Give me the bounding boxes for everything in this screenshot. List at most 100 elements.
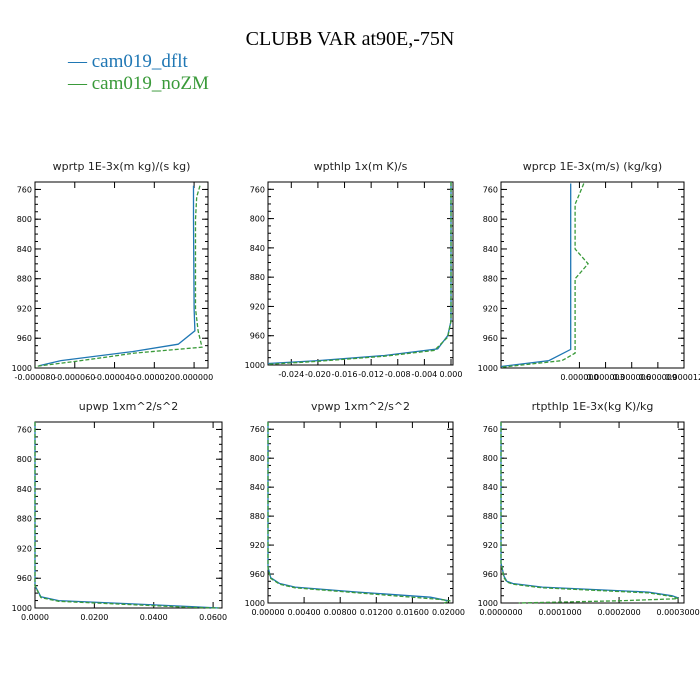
x-tick-label: 0.01600: [396, 608, 429, 617]
x-tick-label: 0.000000: [560, 373, 598, 382]
y-tick-label: 800: [250, 215, 265, 224]
y-tick-label: 920: [483, 304, 498, 313]
y-tick-label: 1000: [12, 604, 32, 613]
y-tick-label: 880: [17, 275, 32, 284]
legend-label-dflt: cam019_dflt: [91, 51, 188, 72]
x-tick-label: 0.000003: [586, 373, 624, 382]
y-tick-label: 840: [17, 485, 32, 494]
y-tick-label: 760: [483, 425, 498, 434]
x-tick-label: -0.000080: [14, 373, 55, 382]
y-tick-label: 1000: [478, 599, 498, 608]
y-tick-label: 840: [17, 245, 32, 254]
series-line-dflt: [38, 185, 196, 367]
x-tick-label: 0.0400: [140, 613, 168, 622]
y-tick-label: 960: [250, 332, 265, 341]
plot-frame: [500, 421, 685, 604]
y-tick-label: 1000: [245, 599, 265, 608]
y-tick-label: 960: [17, 574, 32, 583]
chart-panel-4: upwp 1xm^2/s^2 760 800 840 880 920 960 10000.00…: [12, 400, 227, 622]
plot-frame: [500, 181, 685, 369]
y-tick-label: 800: [483, 215, 498, 224]
legend: — cam019_dflt — cam019_noZM: [68, 51, 209, 95]
y-tick-label: 760: [17, 185, 32, 194]
y-tick-label: 800: [250, 454, 265, 463]
y-tick-label: 960: [483, 570, 498, 579]
plot-frame: [34, 181, 209, 369]
legend-item-nozm: — cam019_noZM: [68, 73, 209, 95]
x-tick-label: 0.0003000: [656, 608, 699, 617]
legend-swatch-nozm: —: [68, 73, 87, 94]
x-tick-label: -0.000060: [54, 373, 95, 382]
x-tick-label: 0.00800: [324, 608, 357, 617]
chart-title: upwp 1xm^2/s^2: [79, 400, 179, 413]
x-tick-label: 0.000012: [665, 373, 700, 382]
plot-frame: [267, 181, 454, 366]
chart-title: wprcp 1E-3x(m/s) (kg/kg): [523, 160, 662, 173]
chart-panel-3: wprcp 1E-3x(m/s) (kg/kg) 760 800 840 880 920 9…: [478, 160, 700, 382]
chart-title: rtpthlp 1E-3x(kg K)/kg: [532, 400, 654, 413]
legend-item-dflt: — cam019_dflt: [68, 51, 209, 73]
chart-title: wpthlp 1x(m K)/s: [314, 160, 408, 173]
y-tick-label: 920: [483, 541, 498, 550]
y-tick-label: 880: [17, 515, 32, 524]
y-tick-label: 960: [483, 334, 498, 343]
x-tick-label: -0.000040: [94, 373, 135, 382]
chart-panel-5: vpwp 1xm^2/s^276080084088092096010000.00…: [245, 400, 465, 617]
x-tick-label: 0.000: [440, 370, 463, 379]
series-line-dflt: [500, 183, 572, 368]
x-tick-label: 0.02000: [432, 608, 465, 617]
series-line-nozm: [34, 422, 220, 609]
x-tick-label: -0.012: [358, 370, 384, 379]
y-tick-label: 840: [483, 483, 498, 492]
x-tick-label: 0.0000: [21, 613, 49, 622]
series-line-nozm: [267, 422, 451, 604]
y-tick-label: 960: [250, 570, 265, 579]
x-tick-label: 0.000009: [639, 373, 677, 382]
y-tick-label: 760: [250, 185, 265, 194]
x-tick-label: 0.0001000: [538, 608, 581, 617]
plot-frame: [267, 421, 454, 604]
x-tick-label: -0.004: [411, 370, 437, 379]
x-tick-label: 0.00000: [251, 608, 284, 617]
y-tick-label: 920: [17, 304, 32, 313]
series-line-dflt: [267, 182, 452, 365]
series-line-nozm: [34, 185, 203, 368]
y-tick-label: 880: [483, 275, 498, 284]
y-tick-label: 760: [483, 185, 498, 194]
x-tick-label: 0.0002000: [597, 608, 640, 617]
y-tick-label: 920: [250, 302, 265, 311]
x-tick-label: 0.000000: [175, 373, 213, 382]
y-tick-label: 760: [250, 425, 265, 434]
y-tick-label: 960: [17, 334, 32, 343]
y-tick-label: 1000: [245, 361, 265, 370]
x-tick-label: 0.0000000: [479, 608, 522, 617]
series-line-dflt: [267, 422, 449, 602]
legend-swatch-dflt: —: [68, 51, 87, 72]
series-line-nozm: [267, 182, 452, 365]
y-tick-label: 880: [250, 512, 265, 521]
x-tick-label: -0.020: [305, 370, 331, 379]
y-tick-label: 1000: [478, 364, 498, 373]
y-tick-label: 760: [17, 425, 32, 434]
x-tick-label: 0.00400: [288, 608, 321, 617]
y-tick-label: 840: [250, 244, 265, 253]
y-tick-label: 800: [17, 215, 32, 224]
chart-title: vpwp 1xm^2/s^2: [311, 400, 410, 413]
y-tick-label: 840: [250, 483, 265, 492]
series-line-dflt: [500, 422, 679, 599]
series-line-dflt: [34, 422, 220, 609]
page-title: CLUBB VAR at90E,-75N: [245, 28, 455, 50]
x-tick-label: -0.024: [278, 370, 304, 379]
chart-panel-1: wprtp 1E-3x(m kg)/(s kg) 760 800 840 880 920 9…: [12, 160, 214, 382]
y-tick-label: 880: [250, 273, 265, 282]
y-tick-label: 1000: [12, 364, 32, 373]
y-tick-label: 840: [483, 245, 498, 254]
chart-panel-6: rtpthlp 1E-3x(kg K)/kg 760 800 840 880 920 960…: [478, 400, 700, 617]
x-tick-label: 0.0200: [80, 613, 108, 622]
chart-title: wprtp 1E-3x(m kg)/(s kg): [53, 160, 191, 173]
x-tick-label: 0.000006: [613, 373, 651, 382]
chart-panel-2: wpthlp 1x(m K)/s 760 800 840 880 920 960 1000 -0…: [245, 160, 463, 379]
plot-frame: [34, 421, 223, 609]
x-tick-label: -0.000020: [134, 373, 175, 382]
